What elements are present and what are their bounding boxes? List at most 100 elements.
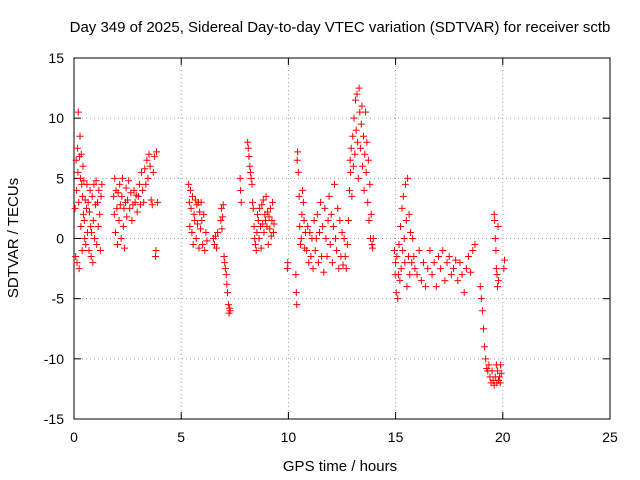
- data-point: [237, 198, 245, 206]
- data-point: [72, 156, 80, 164]
- y-tick-label: 15: [48, 50, 64, 66]
- data-point: [213, 244, 221, 252]
- data-point: [145, 150, 153, 158]
- data-point: [144, 174, 152, 182]
- data-point: [367, 210, 375, 218]
- data-point: [87, 222, 95, 230]
- data-point: [305, 259, 313, 267]
- data-point: [221, 259, 229, 267]
- data-point: [75, 265, 83, 273]
- data-point: [244, 144, 252, 152]
- data-point: [89, 216, 97, 224]
- data-point: [399, 192, 407, 200]
- data-point: [441, 277, 449, 285]
- data-point: [491, 235, 499, 242]
- data-point: [362, 108, 370, 116]
- data-point: [460, 289, 468, 297]
- chart-title: Day 349 of 2025, Sidereal Day-to-day VTE…: [70, 19, 611, 36]
- data-point: [349, 132, 357, 140]
- data-point: [85, 208, 93, 216]
- data-point: [80, 177, 88, 185]
- data-point: [118, 174, 126, 182]
- data-point: [322, 235, 330, 242]
- data-point: [422, 283, 430, 291]
- data-point: [343, 241, 351, 249]
- data-point: [495, 277, 503, 285]
- x-tick-label: 20: [495, 429, 511, 445]
- data-point: [294, 148, 302, 156]
- data-point: [336, 216, 344, 224]
- data-point: [496, 379, 504, 387]
- data-point: [356, 144, 364, 152]
- data-point: [341, 253, 349, 261]
- data-point: [369, 244, 377, 252]
- data-point: [270, 220, 278, 228]
- data-point: [94, 198, 102, 206]
- data-point: [369, 235, 377, 242]
- data-point: [96, 210, 104, 218]
- data-point: [351, 150, 359, 158]
- data-point: [393, 253, 401, 261]
- data-point: [407, 228, 415, 236]
- data-point: [153, 148, 161, 156]
- data-point: [400, 235, 408, 242]
- data-point: [123, 213, 131, 221]
- data-point: [293, 301, 301, 309]
- data-point: [141, 165, 149, 173]
- data-point: [485, 361, 493, 369]
- data-point: [363, 138, 371, 146]
- data-point: [192, 235, 200, 242]
- data-point: [344, 216, 352, 224]
- data-point: [110, 192, 118, 200]
- data-point: [395, 241, 403, 249]
- data-point: [139, 186, 147, 194]
- y-tick-labels: -15 -10 -5 0 5 10 15: [44, 50, 64, 427]
- data-point: [497, 361, 505, 369]
- data-point: [392, 259, 400, 267]
- data-point: [329, 222, 337, 230]
- data-point: [428, 271, 436, 279]
- data-point: [73, 144, 81, 152]
- data-point: [292, 289, 300, 297]
- data-point: [432, 283, 440, 291]
- data-point: [458, 271, 466, 279]
- data-point: [135, 180, 143, 188]
- x-tick-label: 15: [388, 429, 404, 445]
- data-point: [71, 204, 79, 212]
- data-point: [154, 198, 162, 206]
- data-point: [478, 307, 486, 315]
- data-point: [350, 114, 358, 122]
- data-point: [196, 225, 204, 233]
- data-point: [452, 256, 460, 264]
- data-point: [430, 259, 438, 267]
- data-point: [296, 241, 304, 249]
- data-point: [140, 198, 148, 206]
- data-point: [73, 186, 81, 194]
- data-point: [249, 198, 257, 206]
- data-point: [77, 222, 85, 230]
- data-point: [359, 132, 367, 140]
- data-point: [342, 265, 350, 273]
- data-point: [391, 247, 399, 255]
- data-point: [79, 162, 87, 170]
- data-point: [500, 265, 508, 273]
- data-point: [312, 235, 320, 242]
- data-point: [496, 373, 504, 381]
- data-point: [264, 241, 272, 249]
- data-point: [347, 144, 355, 152]
- data-point: [119, 222, 127, 230]
- data-point: [76, 132, 84, 140]
- data-point: [330, 180, 338, 188]
- data-point: [306, 228, 314, 236]
- data-point: [296, 222, 304, 230]
- data-point: [327, 210, 335, 218]
- data-point: [115, 216, 123, 224]
- data-point: [338, 228, 346, 236]
- data-point: [364, 198, 372, 206]
- data-point: [259, 196, 267, 204]
- data-point: [95, 186, 103, 194]
- data-point: [293, 156, 301, 164]
- data-point: [447, 271, 455, 279]
- data-point: [151, 253, 159, 261]
- data-point: [142, 180, 150, 188]
